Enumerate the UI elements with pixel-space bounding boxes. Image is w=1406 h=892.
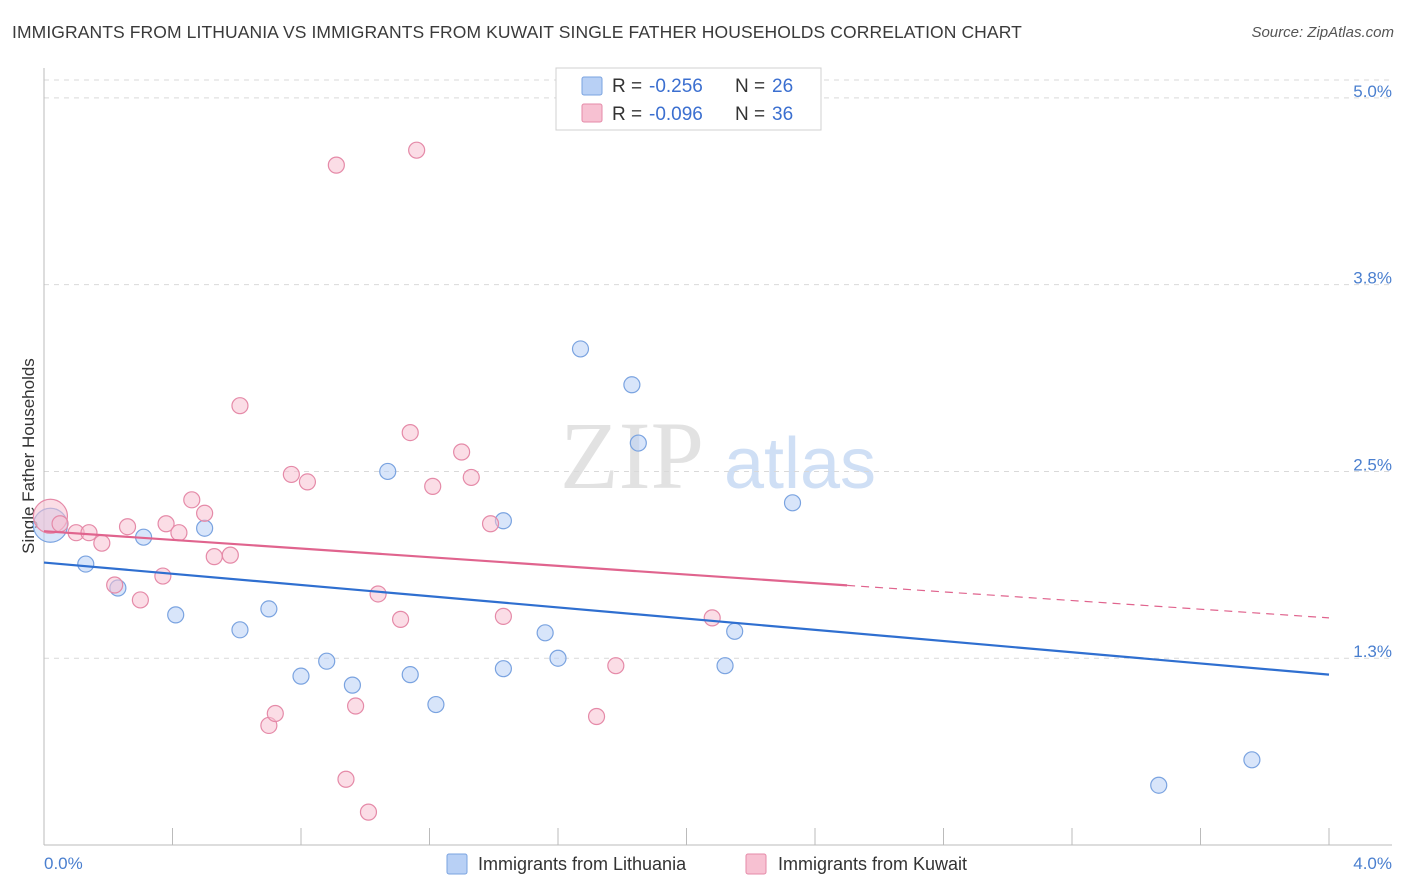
point-lithuania	[536, 624, 554, 642]
y-tick-labels: 1.3% 2.5% 3.8% 5.0%	[1353, 82, 1392, 661]
point-lithuania	[260, 600, 278, 618]
point-lithuania	[231, 621, 249, 639]
point-kuwait	[347, 697, 365, 715]
y-tick-label: 2.5%	[1353, 455, 1392, 474]
x-ticks	[43, 828, 1330, 845]
point-lithuania	[318, 652, 336, 670]
point-lithuania	[343, 676, 361, 694]
point-kuwait	[408, 141, 426, 159]
point-lithuania	[167, 606, 185, 624]
point-lithuania	[196, 519, 214, 537]
point-kuwait	[359, 803, 378, 821]
point-kuwait	[154, 567, 172, 585]
point-kuwait	[51, 515, 69, 533]
legend-n-label-lithuania: N =	[735, 76, 765, 97]
point-kuwait	[494, 607, 512, 625]
chart-title: IMMIGRANTS FROM LITHUANIA VS IMMIGRANTS …	[12, 22, 1022, 42]
point-kuwait	[369, 585, 387, 603]
legend-n-value-lithuania: 26	[772, 76, 793, 97]
point-lithuania	[401, 666, 419, 684]
point-lithuania	[716, 657, 734, 675]
series-legend: Immigrants from Lithuania Immigrants fro…	[446, 853, 967, 875]
series-kuwait-points	[32, 141, 721, 821]
bottom-legend-label-kuwait: Immigrants from Kuwait	[778, 854, 967, 874]
bottom-legend-label-lithuania: Immigrants from Lithuania	[478, 854, 687, 874]
legend-n-value-kuwait: 36	[772, 104, 793, 125]
source-note: Source: ZipAtlas.com	[1251, 24, 1394, 41]
legend-r-value-kuwait: -0.096	[649, 104, 703, 125]
correlation-legend: R = -0.256 N = 26 R = -0.096 N = 36	[555, 67, 822, 131]
point-kuwait	[703, 609, 721, 627]
point-kuwait	[183, 491, 201, 509]
point-kuwait	[587, 707, 606, 726]
point-kuwait	[80, 524, 98, 542]
point-lithuania	[629, 434, 647, 452]
point-kuwait	[282, 465, 300, 484]
point-kuwait	[231, 397, 249, 415]
point-kuwait	[266, 704, 284, 723]
trendline-lithuania	[43, 561, 1330, 676]
trendlines	[43, 530, 1330, 676]
point-kuwait	[118, 518, 137, 536]
legend-swatch-lithuania	[581, 76, 603, 96]
x-tick-label-min: 0.0%	[44, 854, 83, 873]
point-kuwait	[481, 515, 500, 533]
point-lithuania	[571, 340, 590, 358]
point-lithuania	[726, 622, 744, 640]
point-kuwait	[157, 515, 175, 533]
watermark-atlas: atlas	[724, 424, 876, 504]
point-kuwait	[298, 473, 317, 491]
trendline-kuwait	[43, 530, 848, 587]
point-lithuania	[292, 667, 310, 685]
y-tick-label: 1.3%	[1353, 642, 1392, 661]
point-kuwait	[607, 657, 625, 675]
legend-r-label-kuwait: R =	[612, 104, 642, 125]
point-lithuania	[623, 376, 641, 394]
trendline-kuwait-extension	[847, 584, 1330, 619]
bottom-legend-swatch-kuwait	[745, 853, 767, 875]
y-tick-label: 5.0%	[1353, 82, 1392, 101]
gridlines	[44, 79, 1392, 659]
point-kuwait	[453, 443, 471, 461]
point-lithuania	[379, 462, 397, 481]
watermark-zip: ZIP	[560, 402, 704, 509]
point-kuwait	[462, 468, 480, 487]
point-kuwait	[106, 576, 124, 594]
point-lithuania	[783, 494, 802, 512]
legend-n-label-kuwait: N =	[735, 104, 765, 125]
legend-r-label-lithuania: R =	[612, 76, 642, 97]
bottom-legend-swatch-lithuania	[446, 853, 468, 875]
point-lithuania	[549, 649, 567, 667]
point-lithuania	[1150, 776, 1168, 794]
point-kuwait	[391, 610, 410, 628]
point-kuwait	[221, 546, 239, 564]
x-tick-label-max: 4.0%	[1353, 854, 1392, 873]
point-kuwait	[401, 423, 419, 442]
point-lithuania	[427, 695, 445, 714]
y-tick-label: 3.8%	[1353, 269, 1392, 288]
point-kuwait	[131, 591, 149, 609]
point-kuwait	[337, 770, 355, 788]
point-kuwait	[170, 524, 188, 542]
point-kuwait	[196, 504, 214, 522]
point-lithuania	[77, 555, 95, 573]
legend-r-value-lithuania: -0.256	[649, 76, 703, 97]
point-kuwait	[424, 477, 442, 495]
point-kuwait	[205, 548, 223, 566]
y-axis-label: Single Father Households	[19, 358, 38, 554]
point-lithuania	[494, 660, 512, 678]
point-kuwait	[327, 156, 345, 174]
point-lithuania	[1243, 751, 1261, 769]
legend-swatch-kuwait	[581, 103, 603, 123]
watermark: ZIP atlas	[560, 402, 876, 509]
point-kuwait	[93, 534, 111, 552]
